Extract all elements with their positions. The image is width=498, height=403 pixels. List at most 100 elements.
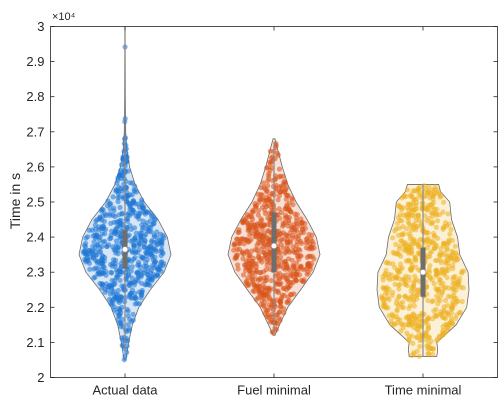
data-point [90,243,96,250]
data-point [440,199,447,205]
data-point [299,223,305,230]
data-point [104,243,110,249]
data-point [284,237,290,243]
data-point [239,250,245,256]
data-point [116,313,122,319]
y-tick-label: 2.7 [26,124,44,139]
data-point [256,283,262,289]
data-point [421,189,427,195]
data-point [94,232,100,238]
data-point [263,267,269,273]
data-point [234,252,241,258]
data-point [144,278,150,284]
median-marker [270,242,278,249]
data-point [429,240,436,246]
data-point [241,241,247,247]
data-point [126,292,133,298]
data-point [83,248,89,254]
data-point [140,205,146,212]
data-point [448,315,454,321]
data-point [407,303,413,309]
data-point [398,253,404,259]
data-point [110,194,116,200]
data-point [110,260,116,267]
data-point [410,340,416,346]
data-point [453,255,459,261]
data-point [258,216,264,222]
data-point [274,271,280,277]
data-point [124,349,130,355]
data-point [285,284,291,291]
data-point [150,262,156,268]
data-point [253,202,260,209]
data-point [450,281,456,287]
data-point [144,257,150,263]
data-point [278,280,284,286]
data-point [440,243,446,249]
data-point [250,207,256,213]
data-point [380,295,386,301]
data-point [310,241,316,247]
data-point [298,230,304,236]
data-point [433,273,439,279]
data-point [294,227,300,233]
data-point [117,271,123,278]
data-point [408,192,414,198]
data-point [257,196,263,202]
data-point [284,246,290,252]
data-point [416,353,422,359]
data-point [273,281,279,287]
data-point [260,180,267,186]
data-point [439,251,445,258]
data-point [96,249,102,255]
data-point [284,263,290,269]
data-point [404,187,410,193]
data-point [421,332,427,338]
data-point [246,268,252,274]
data-point [444,274,450,281]
data-point [117,306,123,312]
data-point [447,231,453,237]
data-point [269,165,275,171]
data-point [449,248,455,254]
data-point [408,266,414,272]
data-point [262,207,268,213]
data-point [446,240,452,246]
data-point [133,189,140,195]
data-point [245,275,251,281]
data-point [128,318,135,325]
data-point [429,351,436,357]
data-point [440,331,446,337]
data-point [397,261,404,267]
data-point [261,184,267,190]
data-point [264,308,270,314]
data-point [390,235,396,241]
data-point [119,316,125,322]
data-point [107,205,113,212]
data-point [451,293,457,299]
data-point [425,235,431,242]
data-point [409,333,415,339]
data-point [459,298,465,305]
data-point [429,299,435,305]
data-point [413,334,420,341]
data-point [99,266,105,272]
data-point [284,272,290,278]
data-point [440,323,446,329]
data-point [284,299,290,305]
data-point [454,312,460,318]
data-point [87,266,93,272]
data-point [257,233,263,239]
data-point [423,193,429,199]
data-point [427,262,433,269]
data-point [254,226,260,233]
data-point [91,275,97,281]
data-point [450,274,457,280]
data-point [430,345,436,352]
data-point [437,211,443,218]
data-point [149,254,155,260]
data-point [267,288,273,294]
data-point [411,312,417,318]
x-tick-label: Fuel minimal [237,383,311,398]
data-point [286,205,292,211]
